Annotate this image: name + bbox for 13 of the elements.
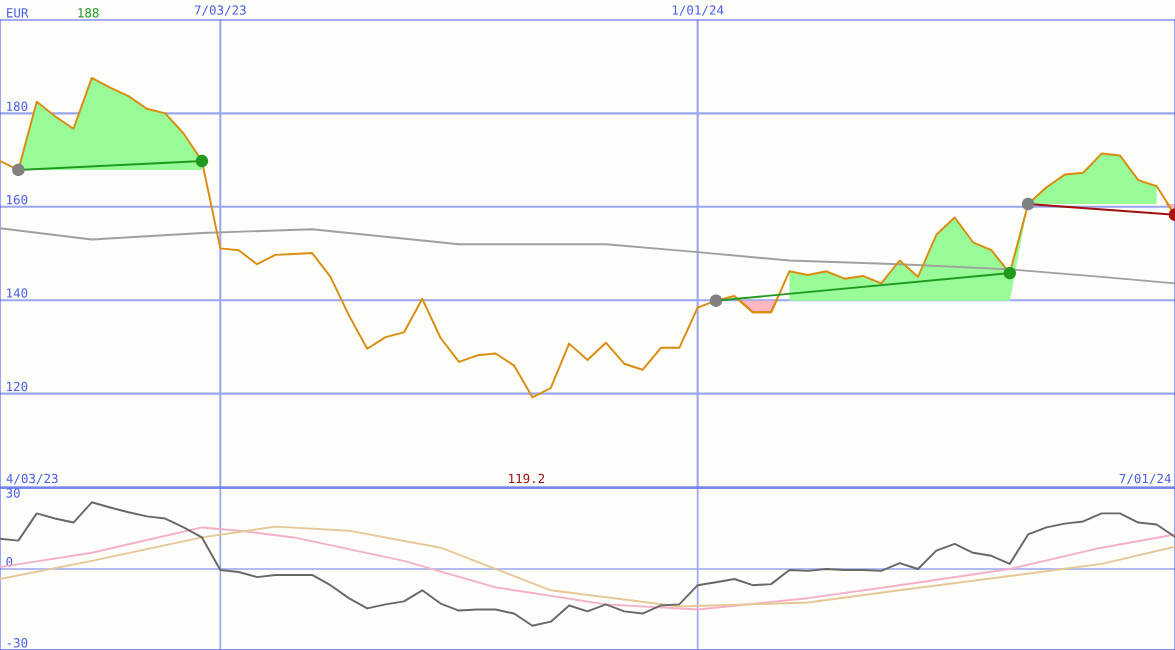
y-tick-label: 140 (7, 288, 28, 298)
x-tick-label: 1/01/24 (672, 5, 724, 16)
text: 188 (78, 8, 99, 18)
annotation: 7/01/24 (1119, 473, 1171, 485)
y-tick-label: 30 (6, 488, 20, 498)
x-tick-label: 7/03/23 (194, 5, 246, 16)
annotation: 4/03/23 (6, 473, 58, 485)
y-tick-label: 180 (7, 101, 28, 111)
y-tick-label: 160 (7, 194, 28, 205)
y-tick-label: 120 (7, 381, 28, 392)
annotation: 119.2 (509, 473, 545, 484)
y-axis-title: EUR (7, 8, 29, 18)
y-tick-label: -30 (7, 638, 28, 648)
